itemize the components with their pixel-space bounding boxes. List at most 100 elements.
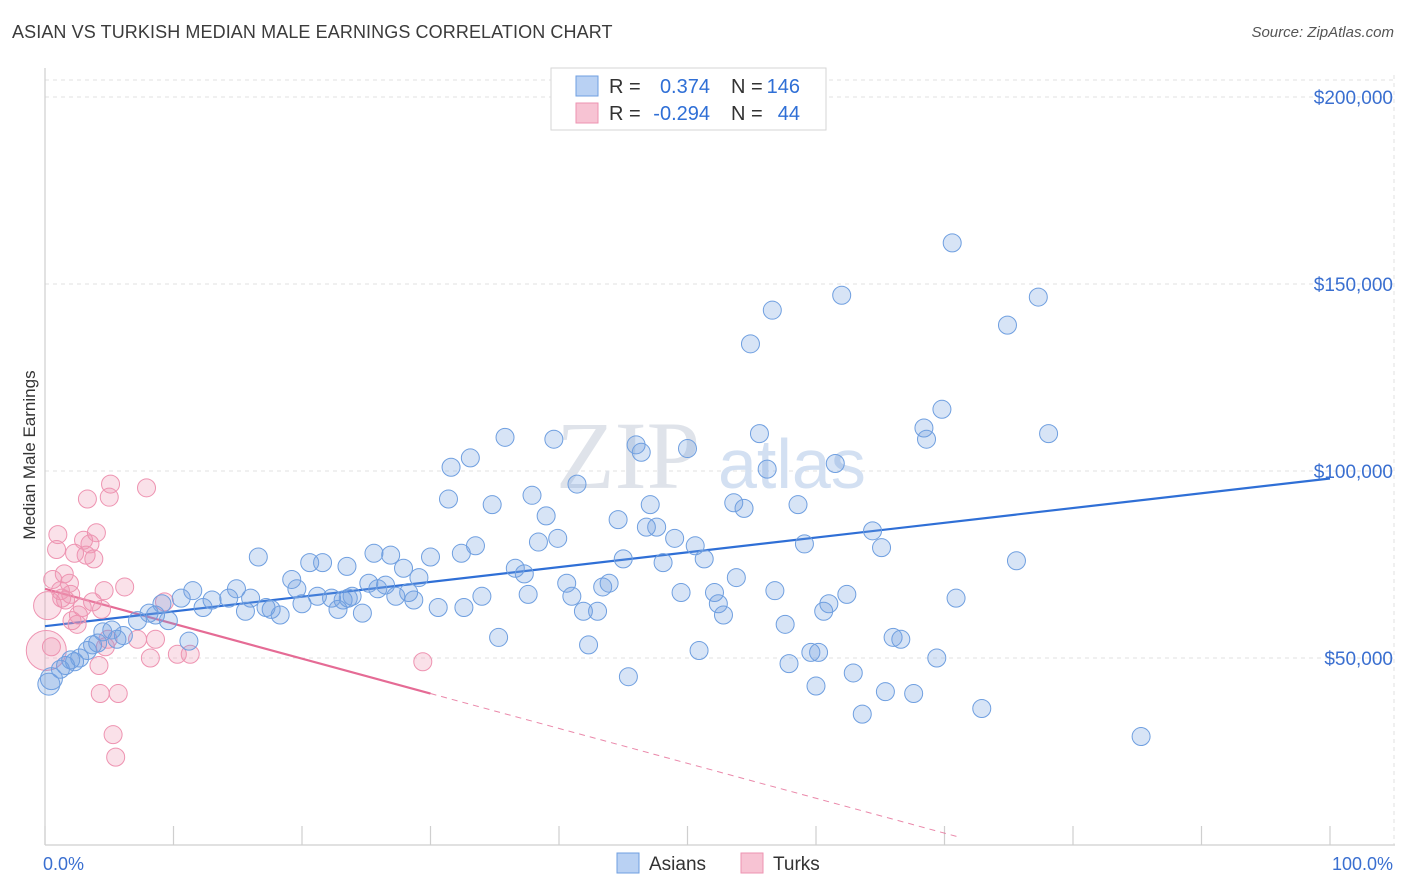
asians-point <box>65 652 85 672</box>
asians-point <box>518 584 538 604</box>
asians-point <box>825 454 845 474</box>
asians-point <box>548 528 568 548</box>
turks-point <box>108 684 128 704</box>
asians-point <box>872 538 892 558</box>
asians-point <box>618 667 638 687</box>
asians-point <box>765 581 785 601</box>
asians-point <box>689 641 709 661</box>
turks-point <box>61 584 81 604</box>
asians-point <box>438 489 458 509</box>
asians-point <box>863 521 883 541</box>
asians-point <box>313 553 333 573</box>
asians-point <box>146 605 166 625</box>
asians-point <box>179 631 199 651</box>
asians-point <box>88 633 108 653</box>
asians-point <box>409 568 429 588</box>
bottom-legend-label-turks: Turks <box>773 854 820 875</box>
asians-point <box>70 648 90 668</box>
asians-point <box>685 536 705 556</box>
y-tick-label: $150,000 <box>1314 275 1393 296</box>
asians-point <box>472 586 492 606</box>
turks-point <box>90 684 110 704</box>
asians-point <box>593 577 613 597</box>
asians-point <box>762 300 782 320</box>
asians-point <box>852 704 872 724</box>
legend-swatch-turks <box>575 102 599 124</box>
asians-point <box>342 586 362 606</box>
asians-point <box>152 594 172 614</box>
asians-point <box>562 586 582 606</box>
asians-point <box>337 556 357 576</box>
asians-point <box>819 594 839 614</box>
asians-point <box>381 545 401 565</box>
axes <box>44 68 1395 846</box>
asians-point <box>1039 424 1059 444</box>
asians-point <box>694 549 714 569</box>
turks-point <box>94 581 114 601</box>
asians-point <box>536 506 556 526</box>
asians-point <box>505 558 525 578</box>
watermark-atlas: atlas <box>718 425 866 503</box>
turks-point <box>84 549 104 569</box>
asians-point <box>567 474 587 494</box>
asians-point <box>102 620 122 640</box>
asians-point <box>794 534 814 554</box>
turks-point <box>25 630 67 672</box>
asians-point <box>282 569 302 589</box>
turks-trend-line <box>44 587 958 838</box>
asians-point <box>322 588 342 608</box>
chart-title: ASIAN VS TURKISH MEDIAN MALE EARNINGS CO… <box>12 22 613 42</box>
asians-point <box>579 635 599 655</box>
asians-point <box>588 601 608 621</box>
asians-point <box>972 698 992 718</box>
asians-point <box>441 457 461 477</box>
asians-point <box>158 611 178 631</box>
legend-n-value-turks: 44 <box>778 103 800 125</box>
turks-point <box>47 540 67 560</box>
turks-point <box>137 478 157 498</box>
asians-point <box>806 676 826 696</box>
asians-point <box>653 553 673 573</box>
turks-point <box>89 655 109 675</box>
asians-point <box>608 510 628 530</box>
bottom-legend-swatch-turks <box>740 852 764 874</box>
asians-point <box>671 583 691 603</box>
series-legend: Asians Turks <box>616 852 820 875</box>
asians-point <box>724 493 744 513</box>
turks-point <box>54 564 74 584</box>
asians-point <box>932 399 952 419</box>
y-tick-label: $200,000 <box>1314 88 1393 109</box>
turks-point <box>33 591 63 621</box>
asians-point <box>77 641 97 661</box>
asians-point <box>613 549 633 569</box>
y-axis-title: Median Male Earnings <box>20 370 39 539</box>
asians-point <box>248 547 268 567</box>
asians-point <box>287 579 307 599</box>
legend-n-label-turks: N = <box>731 103 763 125</box>
asians-point <box>202 590 222 610</box>
asians-point <box>779 654 799 674</box>
asians-points <box>37 233 1151 747</box>
asians-point <box>775 614 795 634</box>
asians-point <box>183 581 203 601</box>
asians-point <box>640 495 660 515</box>
asians-point <box>1006 551 1026 571</box>
turks-point <box>48 525 68 545</box>
legend-n-label-asians: N = <box>731 76 763 98</box>
turks-trend-dashed <box>430 693 958 838</box>
asians-point <box>107 629 127 649</box>
asians-point <box>528 532 548 552</box>
turks-point <box>92 599 112 619</box>
asians-point <box>726 568 746 588</box>
bottom-legend-label-asians: Asians <box>649 854 706 875</box>
asians-point <box>454 598 474 618</box>
turks-points <box>25 474 433 767</box>
turks-point <box>65 543 85 563</box>
asians-point <box>946 588 966 608</box>
asians-point <box>307 586 327 606</box>
turks-point <box>77 489 97 509</box>
asians-point <box>713 605 733 625</box>
legend-swatch-asians <box>575 75 599 97</box>
asians-point <box>891 629 911 649</box>
